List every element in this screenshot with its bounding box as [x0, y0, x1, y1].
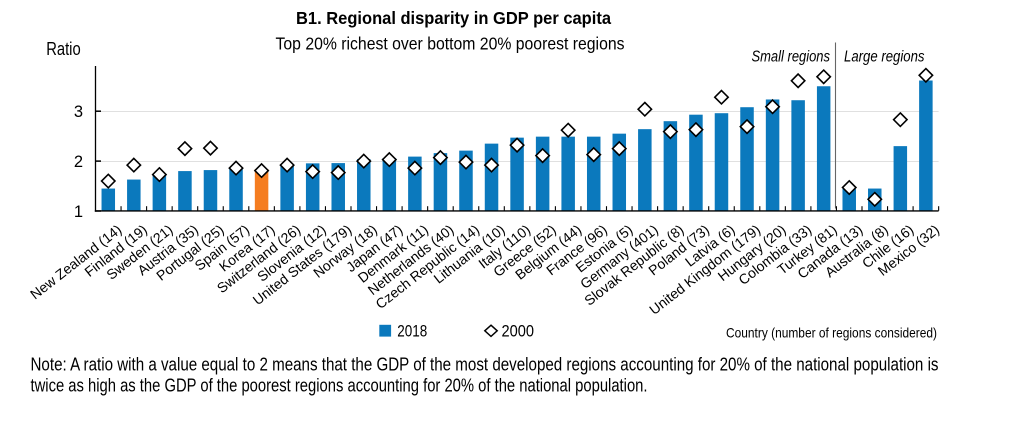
- svg-text:Note: A ratio with a value equ: Note: A ratio with a value equal to 2 me…: [31, 355, 939, 375]
- svg-text:Ratio: Ratio: [46, 39, 80, 59]
- svg-text:2000: 2000: [502, 321, 535, 340]
- svg-text:2018: 2018: [397, 321, 427, 340]
- svg-text:Small regions: Small regions: [752, 49, 831, 66]
- svg-text:Top 20% richest over bottom 20: Top 20% richest over bottom 20% poorest …: [276, 34, 625, 54]
- svg-text:3: 3: [74, 103, 83, 121]
- svg-text:B1. Regional disparity in GDP: B1. Regional disparity in GDP per capita: [296, 8, 611, 28]
- svg-text:2: 2: [74, 153, 83, 171]
- svg-text:twice as high as the GDP of th: twice as high as the GDP of the poorest …: [31, 376, 648, 396]
- svg-text:Large regions: Large regions: [844, 49, 925, 66]
- svg-text:1: 1: [74, 203, 83, 221]
- svg-text:Country (number of regions con: Country (number of regions considered): [726, 325, 937, 341]
